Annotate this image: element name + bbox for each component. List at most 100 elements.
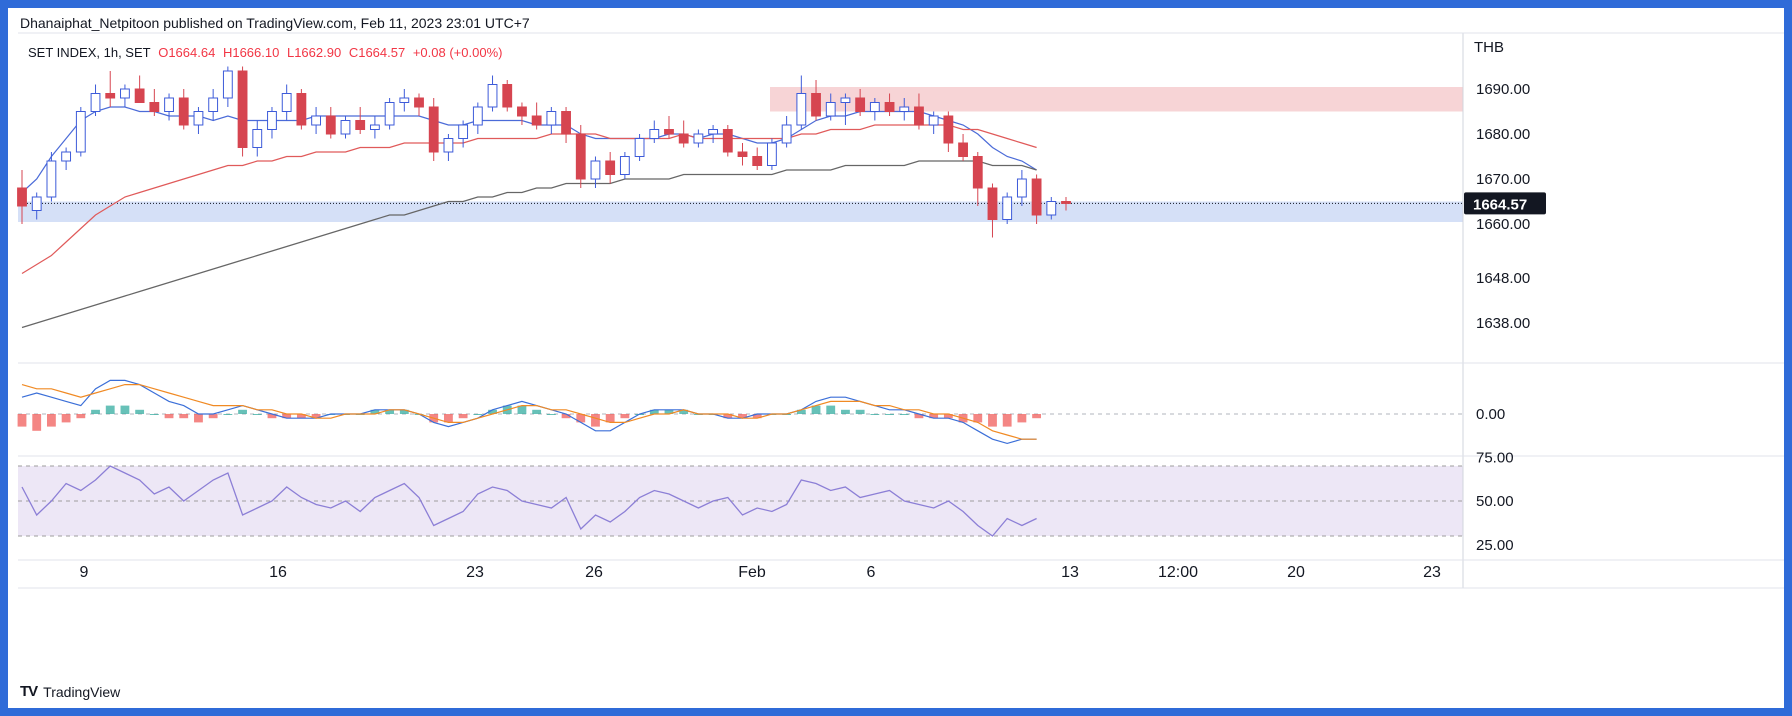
candle-body	[340, 120, 351, 135]
macd-histogram-bar	[458, 414, 468, 419]
candle-body	[428, 106, 439, 153]
time-tick-label: 26	[585, 564, 603, 581]
macd-histogram-bar	[1002, 414, 1012, 427]
tradingview-logo-icon: TV	[20, 683, 38, 700]
candle-body	[825, 102, 836, 117]
candle-body	[708, 129, 719, 135]
candle-body	[1002, 196, 1013, 220]
macd-histogram-bar	[267, 414, 277, 419]
candle-body	[693, 133, 704, 144]
candle-body	[90, 93, 101, 112]
price-tick-label: 1690.00	[1476, 81, 1530, 98]
candle-body	[987, 187, 998, 220]
rsi-line	[21, 465, 1037, 537]
macd-histogram-bar	[164, 414, 174, 419]
macd-histogram-bar	[135, 409, 145, 414]
candle-body	[928, 115, 939, 126]
chart-frame: Dhanaiphat_Netpitoon published on Tradin…	[8, 8, 1784, 708]
candle-body	[281, 93, 292, 112]
macd-histogram-bar	[517, 405, 527, 414]
macd-histogram-bar	[561, 414, 571, 419]
macd-histogram-bar	[532, 409, 542, 414]
macd-histogram-bar	[620, 414, 630, 419]
macd-histogram-bar	[649, 409, 659, 414]
candle-body	[296, 93, 307, 126]
candle-body	[531, 115, 542, 126]
candle-body	[178, 97, 189, 126]
candle-body	[619, 156, 630, 175]
candle-body	[605, 160, 616, 175]
macd-histogram-bar	[46, 414, 56, 427]
rsi-tick-label: 25.00	[1476, 537, 1514, 554]
macd-histogram-bar	[546, 414, 556, 415]
candle-body	[752, 156, 763, 166]
candle-body	[884, 102, 895, 112]
candle-body	[781, 124, 792, 144]
candle-body	[134, 88, 145, 103]
candle-body	[869, 102, 880, 112]
time-tick-label: 23	[1423, 564, 1441, 581]
candle-body	[840, 97, 851, 103]
candle-body	[958, 142, 968, 157]
macd-histogram-bar	[826, 405, 836, 414]
candle-body	[899, 106, 910, 112]
candle-body	[252, 129, 263, 148]
candle-body	[546, 111, 557, 126]
ohlc-legend: SET INDEX, 1h, SET O1664.64 H1666.10 L16…	[28, 45, 506, 60]
change-value: +0.08 (+0.00%)	[412, 45, 503, 60]
candle-body	[634, 138, 645, 157]
price-tick-label: 1660.00	[1476, 216, 1530, 233]
symbol-line: SET INDEX, 1h, SET	[28, 45, 151, 60]
candle-body	[487, 84, 498, 108]
candle-body	[222, 70, 233, 99]
macd-histogram-bar	[488, 409, 497, 414]
macd-histogram-bar	[208, 414, 218, 419]
candle-body	[17, 187, 27, 207]
macd-histogram-bar	[399, 409, 409, 414]
macd-histogram-bar	[899, 414, 909, 415]
macd-histogram-bar	[723, 414, 733, 419]
last-price-label: 1664.57	[1473, 196, 1527, 213]
macd-histogram-bar	[738, 414, 747, 419]
macd-histogram-bar	[32, 414, 42, 431]
macd-histogram-bar	[988, 414, 997, 427]
candle-body	[1046, 201, 1057, 216]
macd-tick-label: 0.00	[1476, 406, 1505, 423]
macd-histogram-bar	[120, 405, 130, 414]
candle-body	[120, 88, 130, 99]
moving-average-line-3	[21, 160, 1037, 329]
time-tick-label: 23	[466, 564, 484, 581]
candle-body	[664, 129, 674, 135]
macd-histogram-bar	[194, 414, 203, 423]
candle-body	[237, 70, 248, 148]
candle-body	[649, 129, 660, 139]
candle-body	[414, 97, 424, 108]
candle-body	[75, 111, 86, 153]
publisher-line: Dhanaiphat_Netpitoon published on Tradin…	[20, 15, 530, 31]
brand-name: TradingView	[43, 683, 121, 700]
candle-body	[678, 133, 689, 144]
time-tick-label: 13	[1061, 564, 1079, 581]
candle-body	[855, 97, 866, 112]
candle-body	[105, 93, 116, 99]
macd-histogram-bar	[238, 409, 247, 414]
candle-body	[561, 111, 571, 135]
macd-histogram-bar	[149, 414, 159, 415]
macd-histogram-bar	[576, 414, 586, 423]
macd-histogram-bar	[61, 414, 71, 423]
tradingview-brand[interactable]: TV TradingView	[20, 683, 120, 700]
candle-body	[458, 124, 469, 139]
price-tick-label: 1670.00	[1476, 171, 1530, 188]
candle-body	[31, 196, 42, 211]
price-chart[interactable]: THB1690.001680.001670.001660.001648.0016…	[8, 8, 1784, 708]
macd-histogram-bar	[76, 414, 86, 419]
time-tick-label: 16	[269, 564, 287, 581]
candle-body	[722, 129, 733, 153]
candle-body	[384, 102, 395, 126]
candle-body	[502, 84, 513, 108]
macd-histogram-bar	[855, 409, 865, 414]
macd-histogram-bar	[929, 414, 939, 419]
candle-body	[267, 111, 277, 130]
time-tick-label: 20	[1287, 564, 1305, 581]
macd-histogram-bar	[605, 414, 615, 423]
